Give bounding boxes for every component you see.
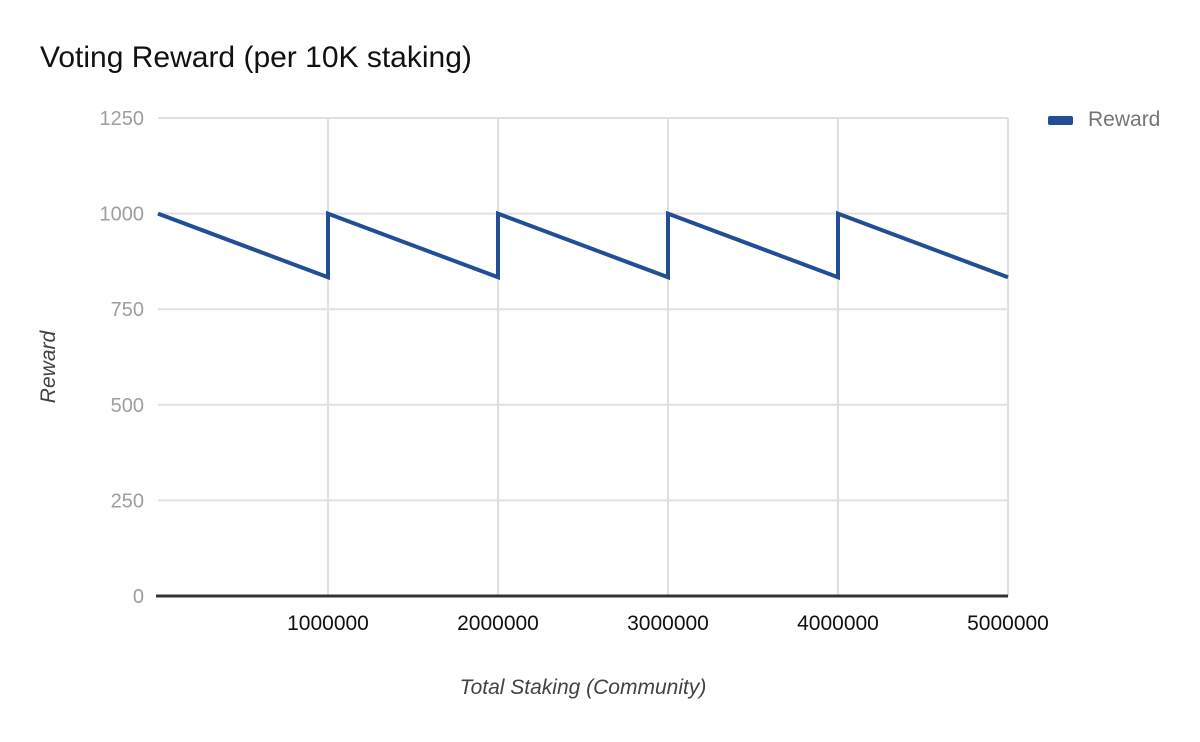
legend-label: Reward	[1088, 108, 1161, 131]
x-tick-label: 2000000	[457, 612, 539, 635]
y-tick-label: 250	[111, 490, 144, 512]
legend-swatch-reward	[1048, 115, 1073, 125]
y-tick-label: 1000	[100, 204, 145, 226]
x-tick-label: 4000000	[797, 612, 879, 635]
legend: Reward	[1048, 108, 1160, 132]
x-axis-title: Total Staking (Community)	[459, 676, 707, 699]
y-tick-label: 0	[133, 586, 144, 608]
x-tick-label: 3000000	[627, 612, 709, 635]
y-tick-label: 500	[111, 395, 144, 417]
chart-title: Voting Reward (per 10K staking)	[40, 41, 472, 74]
y-axis-title: Reward	[37, 330, 60, 404]
y-tick-label: 1250	[100, 108, 145, 130]
x-tick-label: 1000000	[287, 612, 369, 635]
series-line-reward	[157, 210, 1009, 281]
y-tick-label: 750	[111, 299, 144, 321]
x-tick-label: 5000000	[967, 612, 1049, 635]
